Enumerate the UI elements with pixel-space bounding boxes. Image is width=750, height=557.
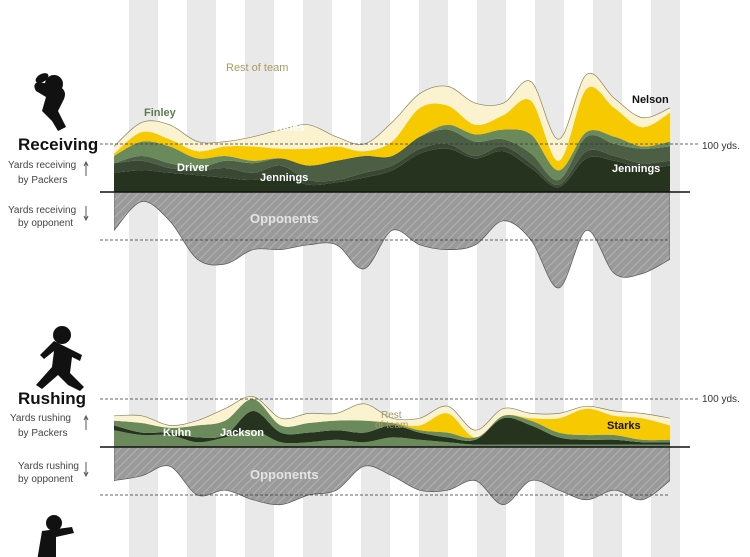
rushing-series-starks [114,398,670,441]
receiving-packers-note-1: Yards receiving [8,160,76,171]
label-rest-of-team-rushing-1: Rest [381,410,402,421]
label-driver: Driver [177,162,210,174]
label-jennings-right: Jennings [612,163,660,175]
receiving-opponent-note-1: Yards receiving [8,205,76,216]
receiving-series-jennings [114,148,670,192]
rushing-title: Rushing [18,389,86,408]
rushing-series-jackson [114,410,670,445]
receiving-total-outline [114,72,670,147]
receiving-packers-note-2: by Packers [18,175,67,186]
game-column [680,0,709,557]
receiving-series-rest-of-team [114,73,670,161]
label-finley: Finley [144,107,177,119]
passing-icon [37,515,74,557]
rushing-ref-label: 100 yds. [702,394,740,405]
receiving-icon [34,73,66,131]
rushing-packers-note-1: Yards rushing [10,413,71,424]
receiving-up-arrow-icon [83,160,89,176]
label-rest-of-team-receiving: Rest of team [226,62,288,74]
receiving-series-driver [114,143,670,188]
receiving-opponents-label: Opponents [250,211,319,226]
label-jones: Jones [273,122,305,134]
receiving-series-nelson [114,86,670,171]
rushing-icon [36,326,84,391]
rushing-opponent-note-2: by opponent [18,474,73,485]
label-jennings-left: Jennings [260,172,308,184]
label-kuhn: Kuhn [163,427,191,439]
reference-lines [100,143,698,496]
rushing-up-arrow-icon [83,414,89,430]
label-rest-of-team-rushing-2: of team [375,420,408,431]
rushing-down-arrow-icon [83,462,89,478]
receiving-series-opponents [114,191,670,289]
receiving-opponent-note-2: by opponent [18,218,73,229]
game-column [361,0,390,557]
receiving-ref-label: 100 yds. [702,141,740,152]
rushing-series-rest-of-team [114,398,670,443]
rushing-opponents-label: Opponents [250,467,319,482]
receiving-title: Receiving [18,135,98,154]
rushing-series-rest-light- [114,396,670,438]
receiving-down-arrow-icon [83,206,89,222]
label-nelson: Nelson [632,94,669,106]
label-starks: Starks [607,420,641,432]
rushing-opponent-note-1: Yards rushing [18,461,79,472]
label-jackson: Jackson [220,427,264,439]
rushing-packers-note-2: by Packers [18,428,67,439]
receiving-series-jones [114,129,670,185]
receiving-series-finley [114,124,670,181]
rushing-total-outline [114,396,670,431]
rushing-series-kuhn [114,430,670,447]
